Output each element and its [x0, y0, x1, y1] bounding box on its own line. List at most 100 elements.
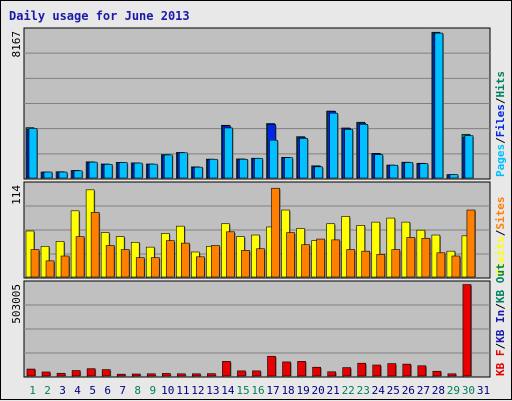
sites-bar — [30, 249, 40, 278]
x-tick-label: 14 — [221, 384, 235, 397]
x-tick-label: 27 — [417, 384, 430, 397]
sites-bar — [256, 248, 265, 278]
x-tick-label: 6 — [104, 384, 111, 397]
sites-bar — [406, 237, 416, 278]
kbf-bar — [357, 362, 367, 377]
sites-bar — [346, 249, 355, 278]
sites-bar — [60, 255, 70, 278]
pages-bar — [359, 124, 369, 179]
kbf-bar — [447, 373, 457, 377]
pages-bar — [28, 128, 38, 179]
sites-bar — [150, 257, 160, 278]
x-tick-label: 26 — [402, 384, 415, 397]
x-tick-label: 17 — [266, 384, 279, 397]
sites-bar — [301, 244, 310, 278]
legend-entry: KB Out — [494, 263, 507, 303]
x-tick-label: 9 — [149, 384, 156, 397]
x-axis-labels: 1 2 3 4 5 6 7 8 9 10 11 12 13 14 15 16 17 18 19 20 21 22 23 24 2… — [29, 384, 490, 397]
legend-entry: Hits — [494, 71, 507, 98]
bot-max-label: 503005 — [10, 284, 23, 324]
legend-entry: Pages — [494, 144, 507, 177]
pages-bar — [299, 138, 308, 179]
chart-title: Daily usage for June 2013 — [9, 9, 190, 23]
legend-entry: KB In — [494, 310, 507, 343]
kbf-bar — [267, 355, 276, 377]
pages-bar — [464, 135, 474, 179]
x-tick-label: 23 — [357, 384, 370, 397]
x-tick-label: 29 — [447, 384, 460, 397]
kbf-bar — [297, 361, 306, 377]
x-tick-label: 30 — [462, 384, 475, 397]
x-tick-label: 13 — [206, 384, 219, 397]
pages-bar — [179, 152, 188, 179]
kbf-bar — [327, 371, 336, 377]
pages-bar — [224, 127, 233, 179]
x-tick-label: 5 — [89, 384, 96, 397]
sites-bar — [436, 252, 446, 278]
legend-entry: / — [494, 343, 507, 350]
kbf-bar — [387, 363, 397, 377]
legend-entry: Visits — [494, 236, 507, 276]
legend-bot: KB F/KB In/KB Out — [494, 263, 507, 376]
pages-bar — [133, 162, 143, 179]
x-tick-label: 28 — [432, 384, 445, 397]
sites-bar — [181, 242, 190, 278]
pages-bar — [269, 139, 278, 179]
sites-bar — [421, 237, 431, 278]
sites-bar — [105, 245, 115, 278]
x-tick-label: 31 — [477, 384, 490, 397]
legend-top: Pages/Files/Hits — [494, 71, 507, 177]
legend-entry: / — [494, 137, 507, 144]
x-tick-label: 21 — [327, 384, 340, 397]
x-tick-label: 19 — [296, 384, 309, 397]
pages-bar — [118, 162, 128, 179]
x-tick-label: 7 — [119, 384, 126, 397]
pages-bar — [194, 166, 203, 179]
pages-bar — [103, 164, 113, 179]
visits-bar — [371, 221, 381, 278]
kbf-bar — [402, 363, 412, 377]
pages-bar — [284, 157, 293, 179]
sites-bar — [316, 238, 325, 278]
bars — [25, 31, 476, 377]
legend-mid: Visits/Sites — [494, 197, 507, 277]
sites-bar — [165, 240, 175, 278]
sites-bar — [75, 236, 85, 278]
pages-bar — [148, 163, 158, 179]
kbf-bar — [462, 284, 472, 377]
top-max-label: 8167 — [10, 31, 23, 58]
sites-bar — [120, 249, 130, 278]
legend-entry: Sites — [494, 197, 507, 230]
visits-bar — [341, 216, 350, 278]
legend-entry: Files — [494, 104, 507, 137]
x-tick-label: 18 — [281, 384, 294, 397]
kbf-bar — [101, 369, 111, 377]
pages-bar — [209, 158, 218, 179]
pages-bar — [404, 162, 414, 179]
kbf-bar — [161, 373, 171, 377]
x-tick-label: 22 — [342, 384, 355, 397]
kbf-bar — [372, 364, 382, 377]
sites-bar — [241, 250, 250, 278]
kbf-bar — [432, 370, 442, 377]
kbf-bar — [282, 361, 291, 377]
kbf-bar — [41, 371, 51, 377]
sites-bar — [45, 260, 55, 278]
sites-bar — [451, 255, 461, 278]
kbf-bar — [312, 366, 321, 377]
pages-bar — [58, 171, 68, 179]
sites-bar — [286, 232, 295, 278]
x-tick-label: 15 — [236, 384, 249, 397]
x-tick-label: 16 — [251, 384, 264, 397]
x-tick-label: 3 — [59, 384, 66, 397]
kbf-bar — [192, 373, 201, 377]
x-tick-label: 4 — [74, 384, 81, 397]
sites-bar — [271, 187, 280, 278]
x-tick-label: 25 — [387, 384, 400, 397]
x-tick-label: 2 — [44, 384, 51, 397]
sites-bar — [391, 249, 401, 278]
pages-bar — [434, 32, 444, 179]
sites-bar — [361, 250, 371, 278]
pages-bar — [239, 158, 248, 179]
